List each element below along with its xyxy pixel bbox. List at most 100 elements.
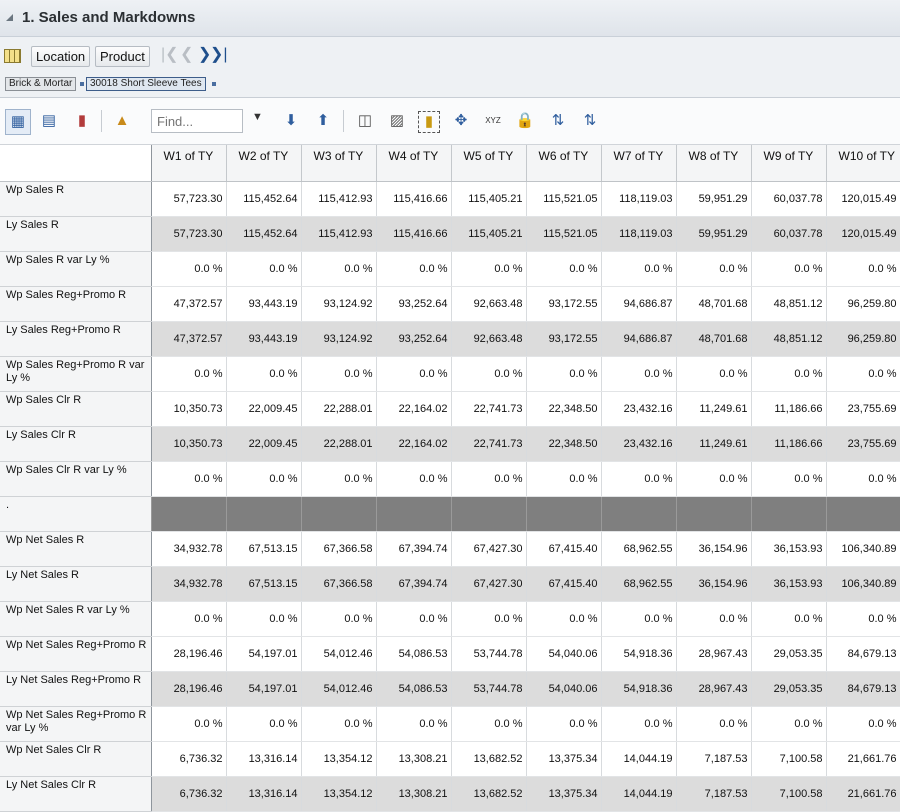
data-cell[interactable]	[601, 496, 677, 532]
data-cell[interactable]: 0.0 %	[826, 601, 900, 637]
row-header[interactable]: Wp Sales Clr R	[0, 391, 152, 427]
data-cell[interactable]	[676, 496, 752, 532]
row-header[interactable]: Ly Net Sales Reg+Promo R	[0, 671, 152, 707]
data-cell[interactable]	[301, 496, 377, 532]
data-cell[interactable]: 0.0 %	[451, 461, 527, 497]
sort-descending-icon[interactable]: ⇅	[583, 112, 597, 129]
data-cell[interactable]: 7,187.53	[676, 776, 752, 812]
data-cell[interactable]: 60,037.78	[751, 216, 827, 252]
data-cell[interactable]: 115,405.21	[451, 181, 527, 217]
data-cell[interactable]: 67,427.30	[451, 566, 527, 602]
data-cell[interactable]: 0.0 %	[826, 251, 900, 287]
data-cell[interactable]	[751, 496, 827, 532]
breadcrumb-location[interactable]: Brick & Mortar	[5, 77, 77, 91]
data-cell[interactable]: 54,040.06	[526, 671, 602, 707]
data-cell[interactable]: 0.0 %	[376, 706, 452, 742]
row-header[interactable]: Wp Net Sales R var Ly %	[0, 601, 152, 637]
data-cell[interactable]: 0.0 %	[526, 461, 602, 497]
data-cell[interactable]: 22,288.01	[301, 391, 377, 427]
data-cell[interactable]: 0.0 %	[751, 356, 827, 392]
table-view-icon[interactable]: ▦	[5, 109, 31, 135]
row-header[interactable]: Ly Sales Reg+Promo R	[0, 321, 152, 357]
row-header[interactable]: Wp Net Sales Reg+Promo R var Ly %	[0, 706, 152, 742]
data-cell[interactable]: 47,372.57	[151, 321, 227, 357]
data-cell[interactable]: 0.0 %	[751, 706, 827, 742]
data-cell[interactable]: 67,415.40	[526, 531, 602, 567]
data-cell[interactable]: 13,375.34	[526, 741, 602, 777]
row-header[interactable]: Ly Sales Clr R	[0, 426, 152, 462]
data-cell[interactable]: 93,172.55	[526, 286, 602, 322]
collapse-triangle-icon[interactable]	[6, 14, 13, 21]
data-cell[interactable]: 0.0 %	[751, 461, 827, 497]
data-cell[interactable]: 21,661.76	[826, 741, 900, 777]
data-cell[interactable]: 0.0 %	[151, 706, 227, 742]
data-cell[interactable]: 22,164.02	[376, 391, 452, 427]
data-cell[interactable]: 13,354.12	[301, 776, 377, 812]
data-cell[interactable]: 48,851.12	[751, 286, 827, 322]
data-cell[interactable]: 0.0 %	[301, 461, 377, 497]
data-cell[interactable]: 0.0 %	[451, 251, 527, 287]
data-cell[interactable]: 120,015.49	[826, 181, 900, 217]
data-cell[interactable]: 23,755.69	[826, 426, 900, 462]
data-cell[interactable]: 11,186.66	[751, 391, 827, 427]
column-header[interactable]: W10 of TY	[826, 145, 900, 182]
data-cell[interactable]: 14,044.19	[601, 741, 677, 777]
data-cell[interactable]: 0.0 %	[601, 356, 677, 392]
data-cell[interactable]: 54,086.53	[376, 636, 452, 672]
breadcrumb-product[interactable]: 30018 Short Sleeve Tees	[86, 77, 206, 91]
chart-table-icon[interactable]: ▤	[41, 112, 57, 129]
data-cell[interactable]: 59,951.29	[676, 216, 752, 252]
data-cell[interactable]: 22,164.02	[376, 426, 452, 462]
data-cell[interactable]: 0.0 %	[151, 601, 227, 637]
split-view-icon[interactable]: ✥	[454, 112, 468, 129]
data-cell[interactable]: 54,086.53	[376, 671, 452, 707]
row-header[interactable]: Wp Net Sales Clr R	[0, 741, 152, 777]
data-cell[interactable]: 22,009.45	[226, 391, 302, 427]
data-cell[interactable]: 22,009.45	[226, 426, 302, 462]
xyz-label-icon[interactable]: XYZ	[485, 116, 501, 125]
row-header[interactable]: Wp Net Sales Reg+Promo R	[0, 636, 152, 672]
data-cell[interactable]: 67,427.30	[451, 531, 527, 567]
next-page-icon[interactable]: ❯	[198, 46, 212, 63]
data-cell[interactable]: 0.0 %	[151, 356, 227, 392]
data-cell[interactable]: 0.0 %	[601, 461, 677, 497]
data-cell[interactable]: 13,316.14	[226, 776, 302, 812]
column-header[interactable]: W9 of TY	[751, 145, 827, 182]
data-cell[interactable]: 0.0 %	[526, 251, 602, 287]
data-cell[interactable]: 53,744.78	[451, 636, 527, 672]
row-header[interactable]: Wp Sales Reg+Promo R	[0, 286, 152, 322]
data-cell[interactable]	[826, 496, 900, 532]
data-cell[interactable]: 115,416.66	[376, 216, 452, 252]
data-cell[interactable]	[376, 496, 452, 532]
data-cell[interactable]: 67,513.15	[226, 566, 302, 602]
find-previous-icon[interactable]: ⬆	[316, 112, 330, 129]
data-cell[interactable]: 11,249.61	[676, 391, 752, 427]
data-cell[interactable]: 36,154.96	[676, 566, 752, 602]
data-cell[interactable]: 22,288.01	[301, 426, 377, 462]
data-cell[interactable]: 84,679.13	[826, 636, 900, 672]
data-cell[interactable]: 93,252.64	[376, 286, 452, 322]
data-cell[interactable]: 93,172.55	[526, 321, 602, 357]
data-cell[interactable]: 0.0 %	[376, 601, 452, 637]
data-cell[interactable]: 7,187.53	[676, 741, 752, 777]
data-cell[interactable]: 96,259.80	[826, 286, 900, 322]
data-cell[interactable]: 0.0 %	[676, 601, 752, 637]
data-cell[interactable]: 92,663.48	[451, 286, 527, 322]
data-cell[interactable]: 0.0 %	[601, 251, 677, 287]
data-cell[interactable]: 13,375.34	[526, 776, 602, 812]
data-cell[interactable]: 29,053.35	[751, 636, 827, 672]
highlight-icon[interactable]: ▮	[418, 111, 440, 133]
data-cell[interactable]: 57,723.30	[151, 181, 227, 217]
data-cell[interactable]: 118,119.03	[601, 181, 677, 217]
data-cell[interactable]: 106,340.89	[826, 531, 900, 567]
data-cell[interactable]: 0.0 %	[226, 356, 302, 392]
previous-page-icon[interactable]: ❮	[180, 46, 194, 63]
data-cell[interactable]: 22,348.50	[526, 391, 602, 427]
data-cell[interactable]: 115,412.93	[301, 216, 377, 252]
data-cell[interactable]: 14,044.19	[601, 776, 677, 812]
data-cell[interactable]: 0.0 %	[226, 461, 302, 497]
data-cell[interactable]: 115,452.64	[226, 181, 302, 217]
find-input[interactable]	[151, 109, 243, 133]
data-cell[interactable]: 34,932.78	[151, 566, 227, 602]
data-cell[interactable]: 48,701.68	[676, 321, 752, 357]
